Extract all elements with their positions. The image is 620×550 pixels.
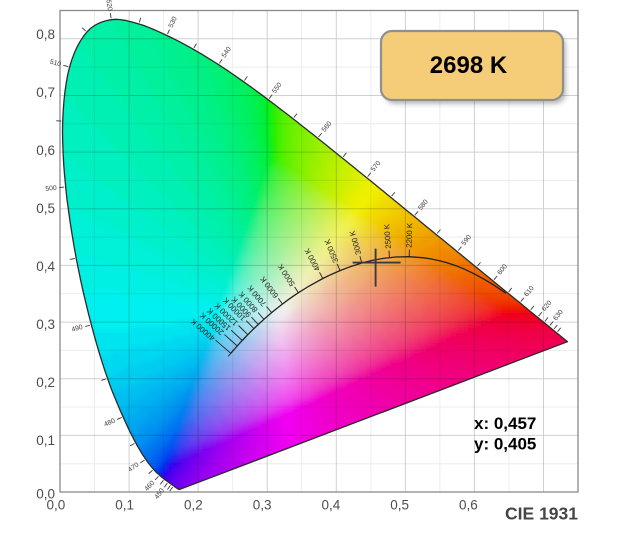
svg-text:0,1: 0,1 — [115, 498, 134, 513]
svg-text:530: 530 — [168, 15, 179, 28]
svg-text:0,4: 0,4 — [36, 259, 55, 274]
svg-text:490: 490 — [71, 324, 84, 334]
svg-text:2500 K: 2500 K — [382, 223, 393, 249]
svg-text:0,3: 0,3 — [36, 317, 55, 332]
svg-text:0,2: 0,2 — [36, 375, 55, 390]
svg-text:0,0: 0,0 — [47, 498, 66, 513]
svg-text:0,1: 0,1 — [36, 433, 55, 448]
svg-text:0,3: 0,3 — [253, 498, 272, 513]
svg-text:0,7: 0,7 — [36, 85, 55, 100]
svg-text:0,4: 0,4 — [322, 498, 341, 513]
svg-text:x: 0,457: x: 0,457 — [474, 414, 536, 433]
svg-text:2200 K: 2200 K — [404, 222, 414, 248]
svg-text:480: 480 — [103, 417, 116, 428]
svg-text:y: 0,405: y: 0,405 — [474, 435, 536, 454]
svg-text:0,6: 0,6 — [459, 498, 478, 513]
svg-text:0,6: 0,6 — [36, 143, 55, 158]
svg-text:0,5: 0,5 — [390, 498, 409, 513]
svg-text:CIE 1931: CIE 1931 — [505, 504, 578, 524]
svg-text:500: 500 — [45, 185, 57, 193]
svg-text:0,2: 0,2 — [184, 498, 203, 513]
svg-text:0,5: 0,5 — [36, 201, 55, 216]
svg-text:510: 510 — [49, 59, 62, 69]
svg-text:2698 K: 2698 K — [430, 52, 508, 79]
svg-text:0,8: 0,8 — [36, 27, 55, 42]
svg-text:0,0: 0,0 — [36, 487, 55, 502]
svg-text:520: 520 — [104, 0, 113, 12]
